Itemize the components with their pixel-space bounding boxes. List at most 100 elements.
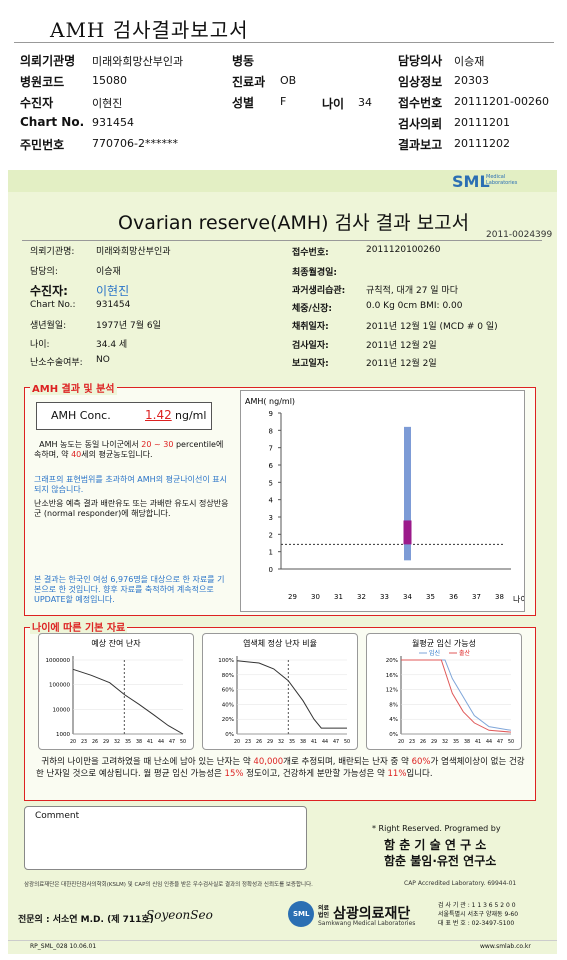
legend-label: 출산 [459, 649, 471, 657]
form-code: RP_SML_028 10.06.01 [30, 943, 97, 950]
info-value: 미래와희망산부인과 [96, 247, 171, 257]
header-value: 20303 [454, 74, 489, 87]
foundation-name: 삼광의료재단 [333, 906, 411, 922]
info-value: 2011년 12월 2일 [366, 341, 437, 351]
info-key: 채취일자: [292, 322, 329, 332]
summary-2: 개로 추정되며, 배란되는 난자 중 [283, 757, 399, 767]
comment-box[interactable]: Comment [24, 806, 307, 870]
value-bar [403, 520, 412, 545]
x-tick-label: 29 [103, 739, 109, 745]
x-tick-label: 37 [472, 593, 481, 601]
report-number: 2011-0024399 [486, 230, 553, 240]
y-tick-label: 1 [269, 549, 273, 557]
x-tick-label: 50 [344, 739, 350, 745]
x-tick-label: 20 [70, 739, 76, 745]
header-key: 접수번호 [398, 96, 443, 110]
p1-c: 세의 평균농도입니다. [81, 450, 153, 459]
y-tick-label: 40% [222, 702, 234, 708]
header-value: 20111202 [454, 137, 510, 150]
x-tick-label: 44 [486, 739, 492, 745]
x-axis-label: 나이 [513, 594, 524, 604]
x-tick-label: 38 [136, 739, 142, 745]
x-tick-label: 31 [334, 593, 343, 601]
y-tick-label: 8% [389, 702, 398, 708]
header-value: 이현진 [92, 97, 123, 110]
x-tick-label: 20 [234, 739, 240, 745]
info-key: 보고일자: [292, 359, 329, 369]
y-tick-label: 1000000 [46, 658, 71, 664]
x-tick-label: 35 [453, 739, 459, 745]
info-value: 931454 [96, 300, 131, 310]
summary-4: 가 염색체이상이 없는 건강한 난자일 것으로 예상됩니다. 월 평균 임신 가… [36, 757, 525, 779]
y-tick-label: 12% [386, 688, 398, 694]
x-tick-label: 20 [398, 739, 404, 745]
p1-a: AMH 농도는 동일 나이군에서 [39, 440, 139, 449]
header-value: 770706-2****** [92, 137, 178, 150]
y-tick-label: 4% [389, 717, 398, 723]
sml-logo-sub: Medical Laboratories [486, 174, 517, 186]
header-key: 수진자 [20, 96, 54, 110]
x-tick-label: 41 [475, 739, 481, 745]
contact-2: 서울특별시 서초구 양재동 9-60 [438, 911, 519, 918]
y-tick-label: 80% [222, 673, 234, 679]
header-key: 결과보고 [398, 138, 443, 152]
chart-title: 염색체 정상 난자 비율 [243, 638, 317, 648]
header-key: 병동 [232, 54, 255, 68]
lab-name-2: 함춘 불임·유전 연구소 [384, 854, 497, 868]
header-key: 성별 [232, 96, 255, 110]
x-tick-label: 47 [169, 739, 175, 745]
x-tick-label: 38 [495, 593, 504, 601]
summary-preg: 15% [224, 769, 244, 779]
header-key: 의뢰기관명 [20, 54, 76, 68]
header-value: 931454 [92, 116, 134, 129]
y-tick-label: 7 [269, 445, 273, 453]
info-value: NO [96, 355, 110, 365]
header-key: 주민번호 [20, 138, 65, 152]
header-value: OB [280, 74, 297, 87]
amh-chart-panel: AMH( ng/ml) 0 1 2 3 4 5 6 7 8 9 29 30 31 32 33 34 35 36 37 3… [240, 390, 528, 612]
foundation-logo-icon: SML [288, 901, 314, 927]
divider [22, 240, 542, 241]
chart-title: 예상 잔여 난자 [91, 638, 141, 648]
x-tick-label: 50 [508, 739, 514, 745]
x-tick-label: 44 [158, 739, 164, 745]
info-key: 체중/신장: [292, 304, 333, 314]
info-key: 나이: [30, 340, 50, 350]
sml-logo: SML [452, 172, 490, 191]
legend-label: 임신 [429, 649, 440, 657]
header-key: 병원코드 [20, 75, 65, 89]
info-key: 접수번호: [292, 248, 329, 258]
x-tick-label: 35 [426, 593, 435, 601]
chart-title: 월평균 임신 가능성 [412, 638, 476, 648]
header-value: 15080 [92, 74, 127, 87]
x-tick-label: 29 [431, 739, 437, 745]
y-tick-label: 20% [222, 717, 234, 723]
foundation-prefix: 의료법인 [318, 905, 330, 919]
y-tick-label: 3 [269, 514, 273, 522]
header-key: 검사의뢰 [398, 117, 443, 131]
y-tick-label: 0% [389, 732, 398, 738]
info-key: 수진자: [30, 284, 68, 298]
header-value: 20111201-00260 [454, 95, 549, 108]
y-tick-label: 100000 [49, 683, 70, 689]
info-value: 1977년 7월 6일 [96, 321, 161, 331]
amh-conc-label: AMH Conc. [51, 409, 111, 422]
y-tick-label: 1000 [56, 732, 70, 738]
x-tick-label: 38 [464, 739, 470, 745]
x-tick-label: 34 [403, 593, 412, 601]
y-tick-label: 6 [269, 462, 274, 470]
summary-birth: 11% [387, 769, 407, 779]
header-key: 임상정보 [398, 75, 443, 89]
rights-text: * Right Reserved. Programed by [372, 824, 501, 833]
normal-egg-ratio-chart: 염색체 정상 난자 비율 20 23 26 29 32 35 38 41 44 47 50 100% 80… [218, 638, 350, 745]
y-tick-label: 2 [269, 531, 273, 539]
header-value: 이승재 [454, 55, 485, 68]
x-tick-label: 41 [311, 739, 317, 745]
report-header-band [8, 170, 557, 192]
divider [8, 940, 557, 941]
y-tick-label: 20% [386, 658, 398, 664]
info-value: 34.4 세 [96, 340, 128, 350]
y-axis-label: AMH( ng/ml) [245, 397, 295, 406]
summary-7: 입니다. [406, 769, 433, 779]
